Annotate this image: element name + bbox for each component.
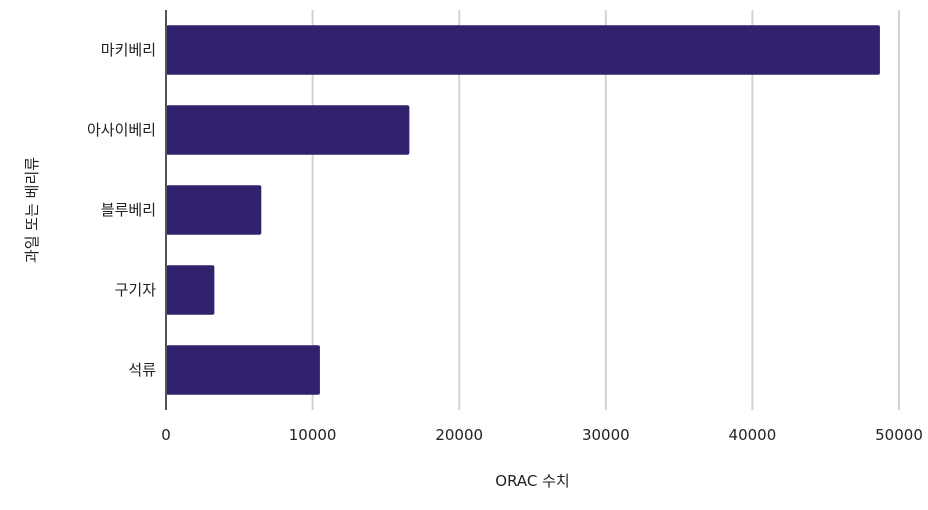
x-tick-label: 20000 — [435, 426, 483, 444]
x-tick-labels: 0 10000 20000 30000 40000 50000 — [161, 426, 923, 444]
x-tick-label: 40000 — [729, 426, 777, 444]
bar-0 — [166, 25, 880, 75]
bar-2 — [166, 185, 262, 235]
x-tick-label: 10000 — [289, 426, 337, 444]
category-label: 블루베리 — [101, 201, 156, 219]
x-tick-label: 0 — [161, 426, 171, 444]
y-axis-title: 과일 또는 베리류 — [23, 157, 41, 263]
category-label: 마키베리 — [101, 41, 156, 59]
category-label: 석류 — [128, 361, 156, 379]
bars-group — [166, 25, 880, 395]
x-axis-title: ORAC 수치 — [495, 472, 569, 490]
x-tick-label: 30000 — [582, 426, 630, 444]
bar-3 — [166, 265, 215, 315]
category-label: 구기자 — [115, 281, 157, 299]
bar-1 — [166, 105, 410, 155]
category-label: 아사이베리 — [87, 121, 156, 139]
x-tick-label: 50000 — [875, 426, 923, 444]
grid-lines — [311, 10, 900, 410]
bar-4 — [166, 345, 320, 395]
